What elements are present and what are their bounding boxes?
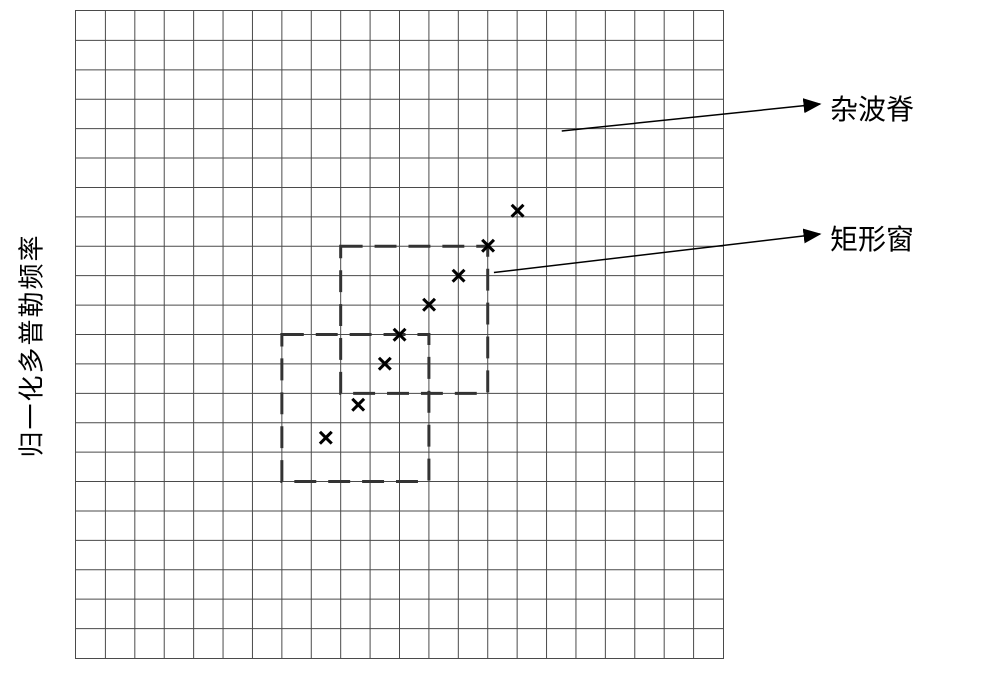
clutter-ridge-marker: × — [509, 197, 525, 225]
grid-wrap: ×××××××× — [75, 10, 724, 659]
y-axis-label: 归一化多普勒频率 — [12, 146, 49, 546]
clutter-ridge-label: 杂波脊 — [830, 88, 914, 128]
clutter-ridge-marker: × — [350, 391, 366, 419]
clutter-ridge-marker: × — [421, 291, 437, 319]
clutter-ridge-marker: × — [480, 232, 496, 260]
clutter-ridge-marker: × — [377, 350, 393, 378]
diagram-canvas: 归一化多普勒频率 ×××××××× 杂波脊矩形窗 — [0, 0, 1000, 693]
clutter-ridge-marker: × — [318, 424, 334, 452]
clutter-ridge-marker: × — [450, 262, 466, 290]
clutter-ridge-marker: × — [391, 321, 407, 349]
rect-window-label: 矩形窗 — [830, 218, 914, 258]
